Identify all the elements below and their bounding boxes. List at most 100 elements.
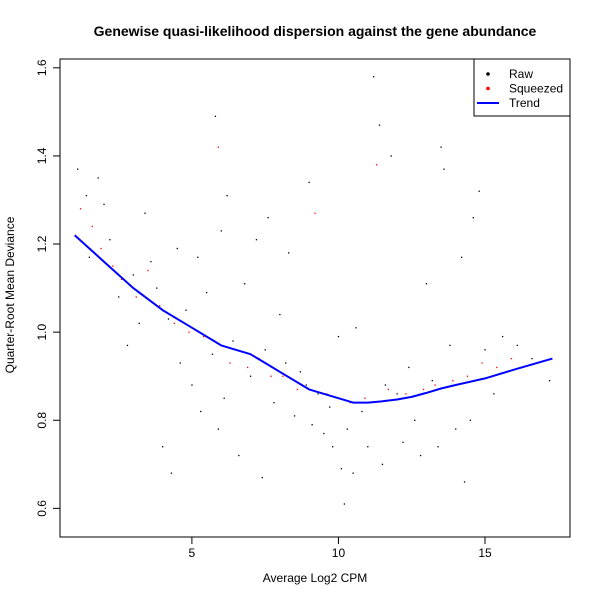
squeezed-point — [282, 375, 284, 377]
x-tick-label: 10 — [332, 546, 346, 560]
legend-label: Trend — [509, 96, 540, 110]
raw-point — [109, 239, 111, 241]
squeezed-point — [452, 380, 454, 382]
raw-point — [425, 283, 428, 285]
raw-point — [381, 463, 384, 466]
squeezed-point — [405, 393, 407, 395]
raw-point — [249, 375, 252, 377]
x-axis: 5 10 15 — [189, 537, 492, 560]
legend-label: Squeezed — [509, 82, 563, 96]
raw-point — [419, 454, 422, 457]
raw-point — [367, 446, 369, 448]
raw-point — [443, 168, 445, 170]
squeezed-point — [510, 357, 513, 360]
raw-point — [200, 410, 202, 413]
raw-point — [305, 384, 307, 386]
chart-title: Genewise quasi-likelihood dispersion aga… — [94, 23, 537, 39]
raw-point — [493, 393, 495, 395]
raw-point — [255, 239, 258, 241]
raw-point — [463, 481, 466, 483]
trend-line — [74, 234, 553, 404]
y-tick-label: 0.6 — [35, 500, 49, 517]
raw-point — [126, 344, 129, 347]
squeezed-point — [100, 247, 102, 250]
y-axis: 0.6 0.8 1.0 1.2 1.4 1.6 — [35, 59, 60, 517]
raw-point — [299, 371, 302, 373]
raw-point — [76, 168, 79, 170]
raw-point — [449, 344, 451, 347]
y-tick-label: 1.6 — [35, 59, 49, 76]
raw-point — [179, 362, 181, 364]
squeezed-point — [496, 366, 498, 369]
squeezed-point — [135, 296, 137, 298]
raw-point — [478, 190, 480, 192]
raw-point — [355, 327, 357, 329]
squeezed-point — [188, 331, 190, 333]
raw-point — [396, 393, 398, 395]
squeezed-point — [217, 146, 219, 148]
x-axis-label: Average Log2 CPM — [263, 571, 368, 585]
raw-point — [85, 194, 88, 197]
raw-point — [132, 274, 134, 276]
raw-point — [469, 419, 472, 421]
raw-point — [361, 410, 363, 413]
raw-point — [352, 472, 354, 474]
raw-point — [88, 256, 91, 258]
raw-point — [337, 335, 340, 338]
raw-point — [460, 256, 463, 258]
y-tick-label: 1.4 — [35, 147, 49, 164]
raw-point — [455, 428, 457, 430]
y-axis-label: Quarter-Root Mean Deviance — [3, 216, 17, 373]
raw-point — [390, 155, 392, 157]
squeezed-point — [270, 375, 272, 377]
legend-box — [473, 58, 571, 117]
squeezed-point — [246, 366, 249, 369]
raw-point — [238, 454, 240, 457]
raw-point — [232, 340, 234, 342]
raw-point — [323, 432, 325, 435]
raw-point — [220, 230, 222, 232]
squeezed-point — [120, 278, 123, 280]
raw-point — [223, 397, 225, 399]
raw-point — [437, 446, 439, 448]
raw-point — [331, 446, 334, 448]
raw-point — [273, 402, 275, 404]
raw-point — [197, 256, 199, 258]
raw-point — [103, 203, 105, 206]
y-tick-label: 1.2 — [35, 235, 49, 252]
raw-point — [311, 424, 313, 426]
squeezed-point — [364, 397, 366, 399]
raw-point — [329, 406, 331, 408]
squeezed-point — [387, 388, 389, 391]
raw-point — [285, 362, 287, 364]
raw-point — [384, 384, 387, 386]
raw-point — [402, 441, 404, 443]
raw-point — [170, 472, 173, 474]
raw-point — [185, 309, 187, 311]
x-tick-label: 5 — [189, 546, 196, 560]
raw-point — [144, 212, 146, 214]
raw-point — [217, 428, 219, 430]
raw-point — [431, 380, 433, 382]
raw-point — [293, 415, 296, 417]
raw-point — [118, 296, 120, 298]
raw-point — [484, 349, 486, 351]
x-tick-label: 15 — [478, 546, 492, 560]
squeezed-point — [296, 388, 299, 391]
raw-point — [531, 357, 533, 360]
plot-frame — [59, 58, 571, 538]
raw-point — [161, 446, 164, 448]
raw-point — [308, 181, 310, 184]
legend-raw-swatch — [486, 72, 490, 76]
y-tick-label: 1.0 — [35, 323, 49, 340]
raw-point — [279, 313, 281, 316]
raw-point — [346, 428, 348, 430]
raw-point — [288, 252, 290, 254]
raw-point — [516, 344, 518, 347]
squeezed-point — [375, 164, 378, 166]
raw-point — [211, 353, 214, 355]
raw-point — [167, 318, 170, 320]
raw-point — [264, 349, 266, 351]
raw-point — [317, 393, 319, 395]
